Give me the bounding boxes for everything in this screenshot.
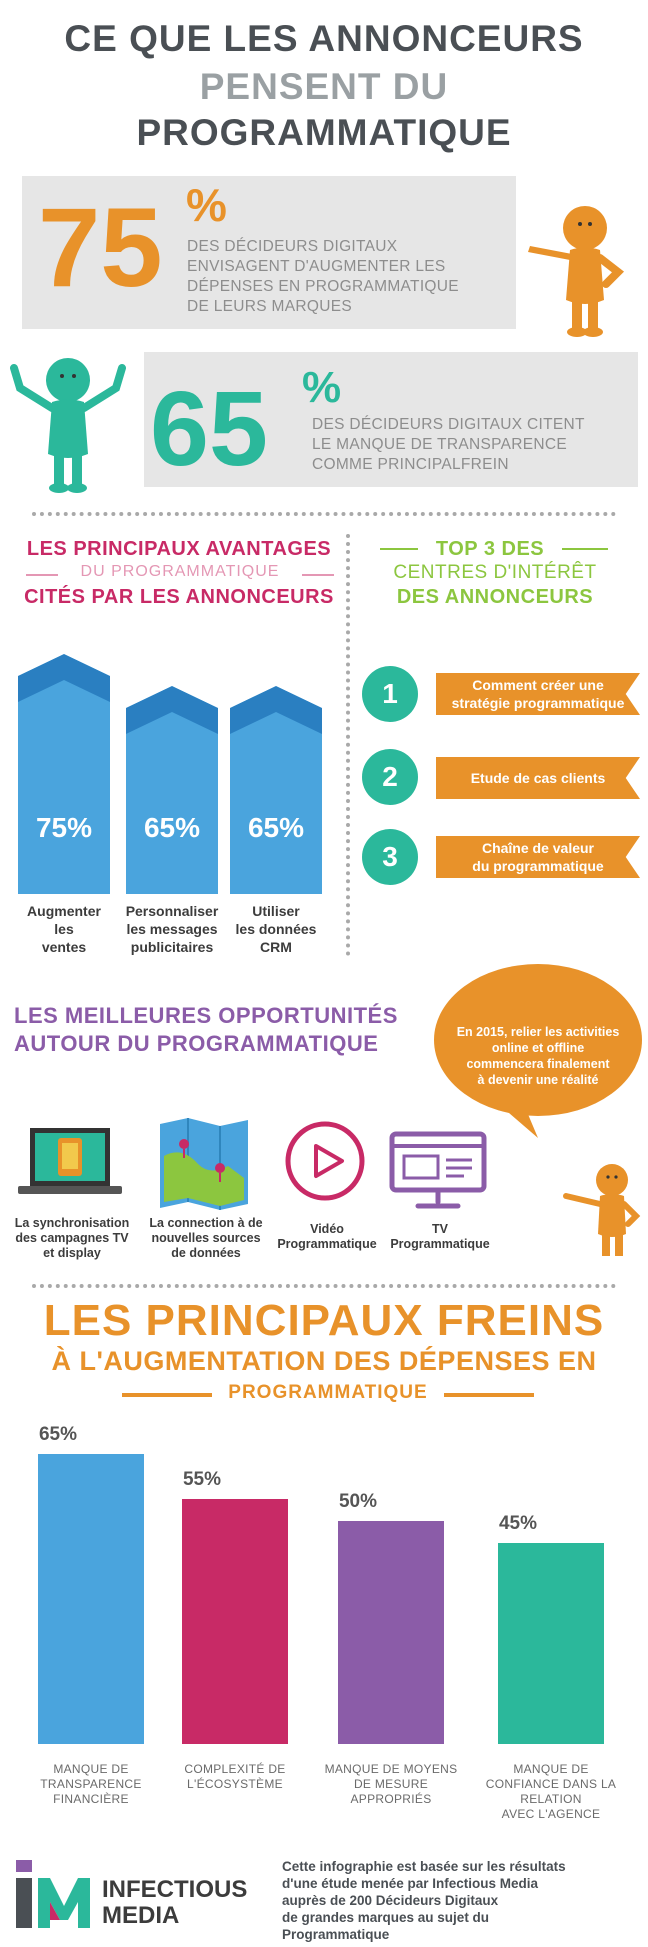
divider-dots-1 bbox=[32, 512, 616, 516]
advantage-bar-cap-1 bbox=[18, 654, 110, 702]
top3-ribbon-1: Comment créer une stratégie programmatiqu… bbox=[436, 673, 640, 715]
top3-number-1: 1 bbox=[362, 666, 418, 722]
top3-title-3: DES ANNONCEURS bbox=[396, 586, 594, 608]
stat-75-box bbox=[22, 176, 516, 329]
barrier-label-3: MANQUE DE MOYENS DE MESURE APPROPRIÉS bbox=[324, 1762, 458, 1806]
opportunities-title-1: LES MEILLEURES OPPORTUNITÉS bbox=[14, 1003, 398, 1028]
stat-65-number: 65 bbox=[150, 370, 268, 488]
advantage-label-1: Augmenter les ventes bbox=[27, 903, 101, 955]
advantage-bar-1: 75% bbox=[18, 654, 110, 894]
barrier-value-3: 50% bbox=[338, 1491, 378, 1512]
top3-rule-left bbox=[380, 548, 418, 550]
barriers-title-1: LES PRINCIPAUX FREINS bbox=[43, 1296, 605, 1345]
advantages-title-2: CITÉS PAR LES ANNONCEURS bbox=[24, 586, 334, 608]
title-line-2: PENSENT DU bbox=[199, 66, 449, 107]
advantages-subtitle: DU PROGRAMMATIQUE bbox=[80, 563, 280, 580]
footer-note: Cette infographie est basée sur les résu… bbox=[282, 1859, 566, 1942]
barrier-label-2: COMPLEXITÉ DE L'ÉCOSYSTÈME bbox=[184, 1762, 286, 1791]
advantage-bar-3: 65% bbox=[230, 686, 322, 894]
barrier-bar-1 bbox=[38, 1454, 144, 1744]
barriers-rule-right bbox=[444, 1393, 534, 1397]
barrier-bar-4 bbox=[498, 1543, 604, 1744]
top3-title-2: CENTRES D'INTÉRÊT bbox=[393, 562, 597, 583]
stat-75-text: DES DÉCIDEURS DIGITAUX ENVISAGENT D'AUGM… bbox=[187, 238, 459, 315]
advantages-title-1: LES PRINCIPAUX AVANTAGES bbox=[26, 538, 332, 560]
advantage-label-2: Personnaliser les messages publicitaires bbox=[125, 903, 219, 955]
top3-title-1: TOP 3 DES bbox=[435, 538, 545, 560]
top3-ribbon-3: Chaîne de valeur du programmatique bbox=[436, 836, 640, 878]
advantages-rule-right bbox=[302, 574, 334, 576]
infectious-media-logo-icon bbox=[16, 1860, 90, 1928]
top3-rule-right bbox=[562, 548, 608, 550]
stat-75-percent: % bbox=[186, 179, 227, 231]
orange-character-icon bbox=[528, 206, 625, 337]
laptop-icon bbox=[18, 1128, 122, 1194]
tv-icon bbox=[389, 1131, 487, 1209]
advantage-label-3: Utiliser les données CRM bbox=[235, 903, 317, 955]
opportunities-title-2: AUTOUR DU PROGRAMMATIQUE bbox=[14, 1031, 379, 1056]
stat-65-text: DES DÉCIDEURS DIGITAUX CITENT LE MANQUE … bbox=[312, 416, 585, 473]
barrier-bar-3 bbox=[338, 1521, 444, 1744]
divider-dots-2 bbox=[32, 1284, 616, 1288]
barriers-title-2: À L'AUGMENTATION DES DÉPENSES EN bbox=[51, 1346, 597, 1376]
top3-number-3: 3 bbox=[362, 829, 418, 885]
play-icon bbox=[285, 1121, 365, 1201]
logo-text-1: INFECTIOUS bbox=[102, 1876, 248, 1903]
advantage-value-3: 65% bbox=[247, 812, 305, 843]
advantage-bar-cap-3 bbox=[230, 686, 322, 734]
opportunity-label-4: TV Programmatique bbox=[390, 1222, 490, 1251]
opportunity-label-1: La synchronisation des campagnes TV et dis… bbox=[14, 1216, 130, 1260]
barrier-label-4: MANQUE DE CONFIANCE DANS LA RELATION AVEC L… bbox=[485, 1762, 617, 1821]
advantage-value-2: 65% bbox=[143, 812, 201, 843]
stat-65-box bbox=[144, 352, 638, 487]
barrier-bar-2 bbox=[182, 1499, 288, 1744]
opportunity-label-2: La connection à de nouvelles sources de do… bbox=[149, 1216, 263, 1260]
top3-ribbon-2: Etude de cas clients bbox=[436, 757, 640, 799]
barrier-value-1: 65% bbox=[38, 1424, 78, 1445]
orange-character-small-icon bbox=[563, 1164, 641, 1256]
map-icon bbox=[160, 1118, 248, 1210]
logo-text-2: MEDIA bbox=[102, 1902, 180, 1929]
barrier-value-4: 45% bbox=[498, 1513, 538, 1534]
opportunity-label-3: Vidéo Programmatique bbox=[277, 1222, 377, 1251]
barrier-label-1: MANQUE DE TRANSPARENCE FINANCIÈRE bbox=[40, 1762, 142, 1806]
title-line-3: PROGRAMMATIQUE bbox=[136, 112, 512, 153]
advantage-value-1: 75% bbox=[35, 812, 93, 843]
teal-character-icon bbox=[10, 358, 126, 493]
bubble-text: En 2015, relier les activities online et… bbox=[456, 1025, 620, 1087]
barriers-rule-left bbox=[122, 1393, 212, 1397]
advantages-rule-left bbox=[26, 574, 58, 576]
title-line-1: CE QUE LES ANNONCEURS bbox=[64, 18, 584, 59]
stat-75-number: 75 bbox=[38, 185, 163, 310]
barriers-title-3: PROGRAMMATIQUE bbox=[228, 1382, 428, 1403]
barrier-value-2: 55% bbox=[182, 1469, 222, 1490]
stat-65-percent: % bbox=[302, 363, 342, 412]
speech-bubble-icon bbox=[434, 964, 642, 1138]
advantage-bar-cap-2 bbox=[126, 686, 218, 734]
divider-dots-vertical bbox=[346, 534, 350, 956]
top3-number-2: 2 bbox=[362, 749, 418, 805]
advantage-bar-2: 65% bbox=[126, 686, 218, 894]
